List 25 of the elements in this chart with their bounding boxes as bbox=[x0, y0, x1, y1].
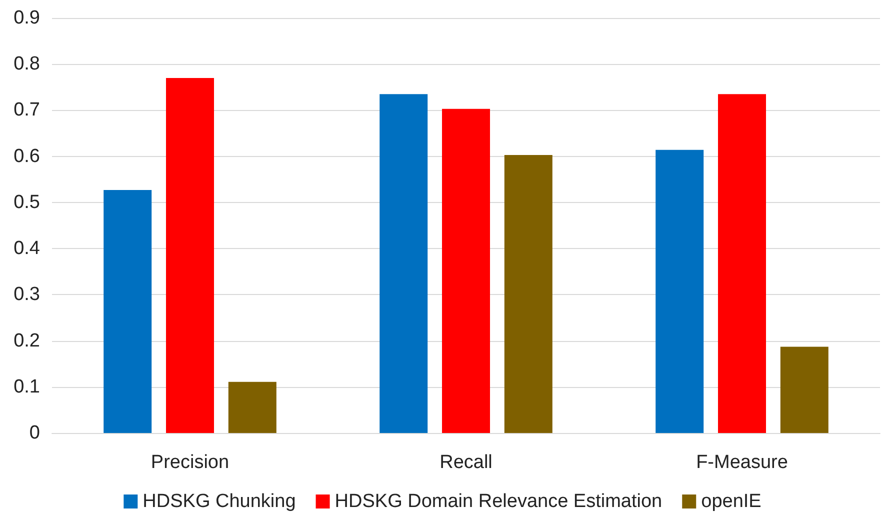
y-tick-label: 0.7 bbox=[14, 100, 40, 121]
legend-label: openIE bbox=[701, 491, 762, 512]
legend-label: HDSKG Chunking bbox=[142, 491, 296, 512]
bar bbox=[380, 94, 428, 433]
y-tick-label: 0.9 bbox=[14, 8, 40, 28]
bar bbox=[166, 78, 214, 433]
y-tick-label: 0.8 bbox=[14, 54, 40, 75]
y-tick-label: 0.5 bbox=[14, 192, 40, 213]
bar bbox=[780, 346, 828, 433]
y-tick-label: 0.3 bbox=[14, 284, 40, 306]
bar bbox=[442, 108, 490, 433]
bar bbox=[656, 150, 704, 433]
x-tick-label: Recall bbox=[440, 452, 492, 473]
x-tick-label: Precision bbox=[150, 452, 230, 473]
y-tick-label: 0 bbox=[29, 422, 40, 444]
legend-label: HDSKG Domain Relevance Estimation bbox=[334, 491, 662, 512]
y-tick-label: 0.1 bbox=[14, 376, 40, 398]
bar bbox=[504, 154, 552, 433]
x-tick-label: F-Measure bbox=[696, 452, 788, 473]
bar bbox=[104, 190, 152, 433]
y-tick-label: 0.6 bbox=[14, 146, 40, 167]
y-tick-label: 0.4 bbox=[14, 238, 40, 260]
y-tick-label: 0.2 bbox=[14, 330, 40, 352]
bar bbox=[718, 94, 766, 433]
bar bbox=[228, 382, 276, 433]
